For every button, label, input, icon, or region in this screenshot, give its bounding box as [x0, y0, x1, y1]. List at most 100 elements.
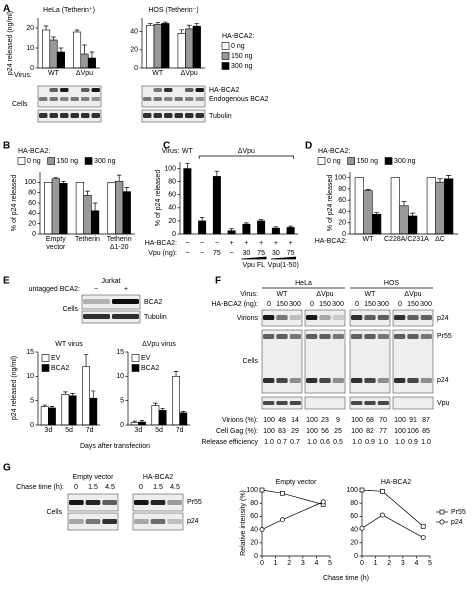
y-tick-label: 0	[342, 231, 346, 238]
band-label: p24	[187, 518, 199, 525]
x-axis-label: Days after transfection	[80, 443, 150, 450]
blot-band	[164, 97, 173, 101]
table-cell: 29	[291, 428, 299, 435]
table-cell: 0.9	[365, 439, 375, 446]
bar	[286, 227, 295, 235]
bar	[68, 395, 77, 426]
row-cell: 30	[272, 250, 280, 257]
table-cell: 0.7	[290, 439, 300, 446]
x-tick-label: C228A/C231A	[384, 236, 429, 243]
blot-band	[263, 378, 275, 383]
legend-label: 150 ng	[57, 158, 79, 165]
bracket	[198, 155, 294, 159]
blot-row-label: Cells	[46, 509, 62, 516]
table-cell: 100	[394, 428, 406, 435]
table-cell: 100	[351, 428, 363, 435]
blot-band	[306, 378, 318, 383]
x-tick-label: WT	[362, 236, 374, 243]
blot-band	[377, 378, 389, 383]
y-tick-label: 0	[120, 422, 124, 429]
blot	[392, 329, 434, 394]
error-bar	[273, 226, 279, 229]
cell-line: HOS	[384, 280, 400, 287]
y-axis-label: Relative intensity (%)	[240, 490, 247, 556]
error-bar	[173, 371, 179, 377]
y-tick-label: 0	[30, 65, 34, 72]
legend-swatch	[84, 157, 93, 165]
blot-band	[91, 113, 100, 118]
bar	[138, 421, 146, 426]
legend-label: 150 ng	[357, 158, 379, 165]
error-bar	[58, 47, 64, 52]
error-bar	[82, 44, 87, 54]
error-bar	[91, 390, 96, 399]
blot-band	[332, 315, 344, 320]
blot-band	[150, 500, 166, 505]
legend-swatch	[131, 364, 140, 372]
marker	[259, 527, 265, 533]
legend-swatch	[384, 157, 393, 165]
blot-band	[407, 334, 419, 339]
blot-row-label: Virions	[237, 315, 259, 322]
bar	[192, 25, 201, 69]
marker	[379, 512, 385, 518]
y-tick-label: 100	[346, 487, 358, 494]
x-tick-label: 5d	[155, 427, 163, 434]
error-bar	[43, 25, 49, 30]
legend-label: Pr55	[451, 509, 466, 516]
bar	[363, 190, 373, 235]
x-tick-label: 1	[374, 560, 378, 567]
x-tick-label: 4	[414, 560, 418, 567]
blot-band	[102, 519, 117, 524]
bar	[80, 53, 89, 69]
table-cell: 100	[263, 428, 275, 435]
blot-row-label: Cells	[242, 358, 258, 365]
bar	[73, 31, 82, 69]
blot-band	[60, 88, 69, 92]
bar	[172, 376, 180, 426]
blot-band	[83, 314, 110, 319]
lane-label: −	[94, 286, 98, 293]
legend-marker	[439, 519, 445, 525]
legend-label: 300 ng	[231, 63, 253, 70]
bar	[257, 220, 266, 235]
y-tick-label: 40	[250, 526, 258, 533]
dose-label: HA-BCA2 (ng):	[211, 301, 258, 308]
blot	[261, 329, 303, 394]
blot-band	[174, 113, 183, 118]
blot-band	[351, 315, 363, 320]
y-tick-label: 20	[250, 540, 258, 547]
row-cell: −	[200, 240, 204, 247]
error-bar	[153, 402, 158, 406]
y-tick-label: 100	[334, 174, 346, 181]
blot-band	[276, 334, 288, 339]
blot-band	[153, 88, 162, 92]
band-label: HA-BCA2	[209, 87, 239, 94]
error-bar	[155, 22, 161, 25]
bar	[130, 422, 139, 426]
band-label: Vpu	[437, 400, 450, 407]
blot	[304, 329, 346, 394]
error-bar	[214, 170, 220, 177]
x-axis-label: Chase time (h)	[323, 575, 369, 582]
y-tick-label: 40	[28, 210, 36, 217]
blot-band	[420, 334, 432, 339]
marker	[420, 535, 426, 540]
virus: ΔVpu	[316, 291, 333, 298]
y-tick-label: 20	[350, 540, 358, 547]
bar	[87, 57, 96, 69]
y-axis-label: % of p24 released	[11, 175, 18, 232]
row-cell: −	[230, 250, 234, 257]
blot-band	[91, 97, 100, 101]
table-cell: 14	[291, 417, 299, 424]
x-tick-label: 0	[260, 560, 264, 567]
table-cell: 91	[409, 417, 417, 424]
row-cell: 30	[242, 250, 250, 257]
error-bar	[124, 187, 130, 192]
y-tick-label: 80	[250, 500, 258, 507]
blot-band	[81, 97, 90, 101]
y-tick-label: 60	[28, 200, 36, 207]
blot-band	[420, 378, 432, 383]
blot-band	[276, 315, 288, 320]
